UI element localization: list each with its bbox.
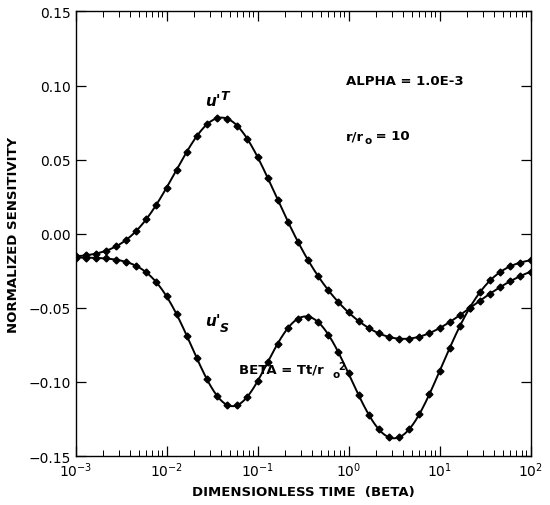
Text: ALPHA = 1.0E-3: ALPHA = 1.0E-3 <box>346 75 464 88</box>
Text: u': u' <box>205 93 221 109</box>
Text: u': u' <box>205 313 221 328</box>
Y-axis label: NORMALIZED SENSITIVITY: NORMALIZED SENSITIVITY <box>7 136 20 332</box>
Text: T: T <box>220 90 229 103</box>
Text: o: o <box>365 136 372 146</box>
Text: S: S <box>220 321 229 334</box>
Text: BETA = Tt/r: BETA = Tt/r <box>239 363 324 376</box>
Text: 2: 2 <box>338 362 345 372</box>
Text: = 10: = 10 <box>371 130 410 143</box>
Text: o: o <box>333 369 340 379</box>
X-axis label: DIMENSIONLESS TIME  (BETA): DIMENSIONLESS TIME (BETA) <box>191 485 414 498</box>
Text: r/r: r/r <box>346 130 365 143</box>
